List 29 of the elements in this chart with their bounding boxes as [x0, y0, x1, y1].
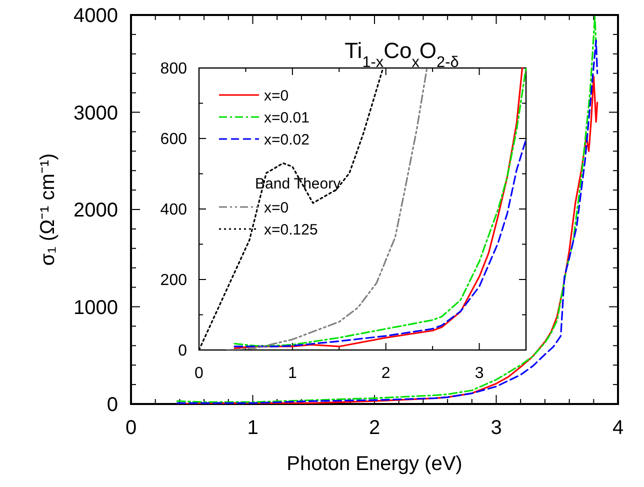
legend-label: x=0.02	[264, 131, 310, 148]
x-tick-label: 2	[368, 417, 380, 439]
legend-label: x=0	[264, 199, 289, 216]
y-tick-label: 3000	[74, 102, 118, 124]
annotation: Band Theory	[255, 175, 342, 192]
x-tick-label: 0	[194, 365, 204, 382]
x-tick-label: 3	[474, 365, 484, 382]
chart-title: Ti$_{1-x}$Co$_{x}$O$_{2-δ}$	[344, 38, 459, 70]
y-axis-title: σ₁ (Ω⁻¹ cm⁻¹)	[37, 153, 59, 266]
y-tick-label: 800	[160, 60, 188, 78]
x-tick-label: 2	[381, 365, 390, 382]
x-tick-label: 3	[490, 417, 502, 439]
x-tick-label: 0	[125, 417, 137, 439]
y-tick-label: 600	[160, 131, 188, 148]
y-tick-label: 400	[160, 202, 188, 219]
y-tick-label: 1000	[74, 296, 118, 319]
legend-label: x=0.125	[264, 221, 318, 238]
x-tick-label: 1	[247, 417, 258, 439]
y-tick-label: 200	[160, 272, 188, 290]
line-series	[226, 67, 428, 350]
y-tick-label: 0	[178, 342, 188, 360]
x-axis-title: Photon Energy (eV)	[286, 453, 462, 475]
y-tick-label: 2000	[74, 200, 118, 222]
x-tick-label: 4	[612, 417, 624, 439]
y-tick-label: 0	[106, 394, 118, 416]
legend-label: x=0	[264, 87, 289, 104]
legend-label: x=0.01	[264, 109, 310, 126]
x-tick-label: 1	[288, 365, 297, 382]
y-tick-label: 4000	[74, 5, 118, 27]
